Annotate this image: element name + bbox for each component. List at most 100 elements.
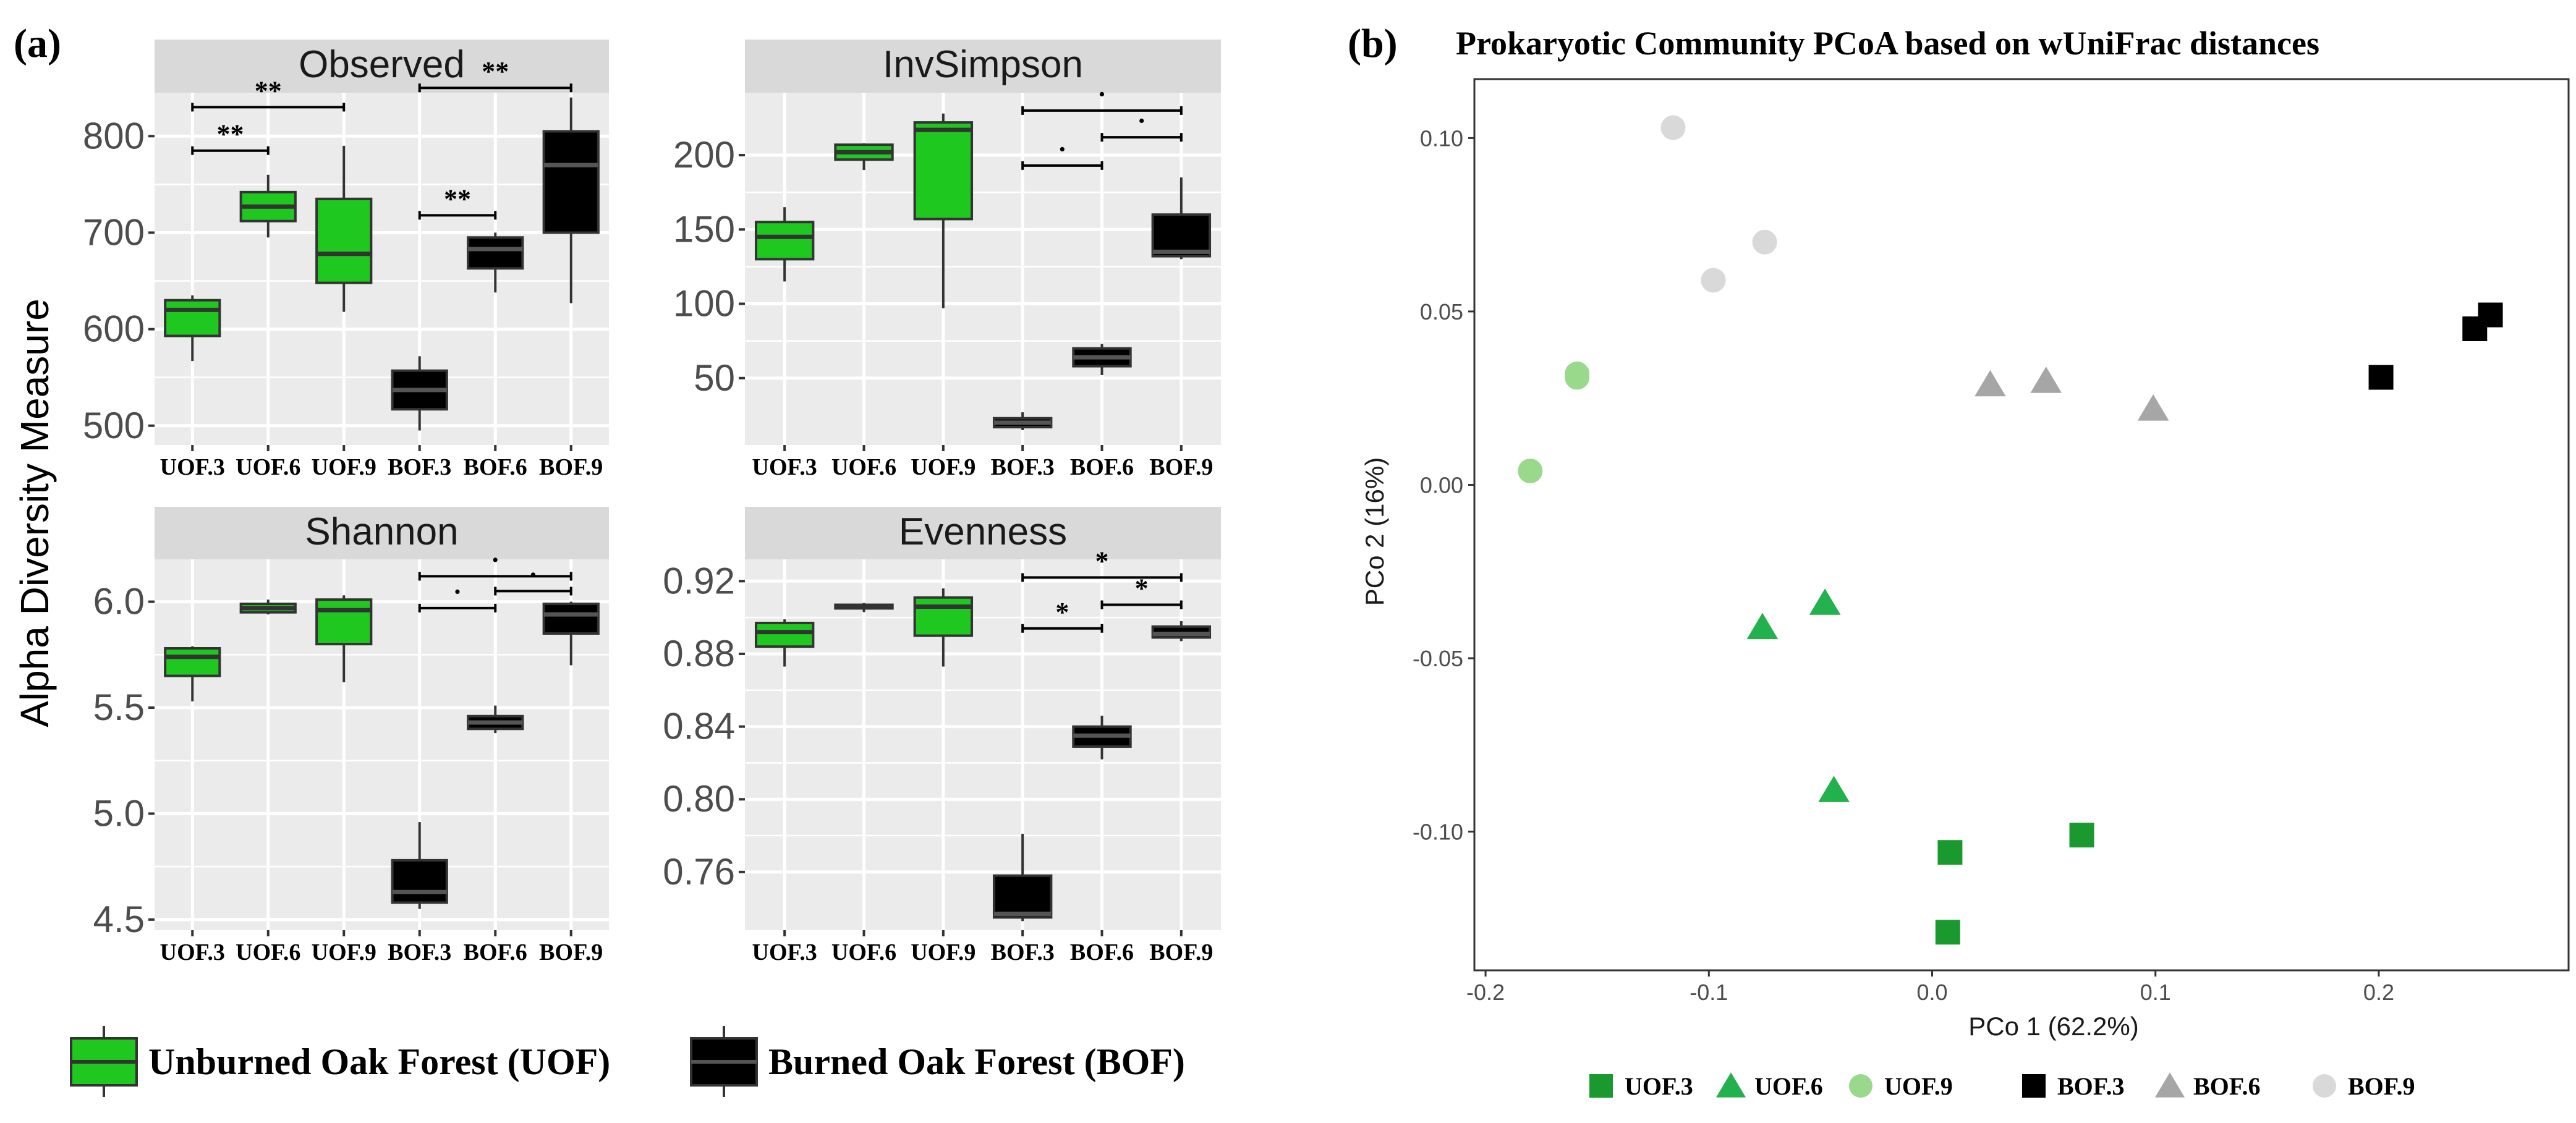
- point-uof.6: [1809, 588, 1841, 615]
- xtick-label: UOF.3: [160, 454, 225, 480]
- box-uof.9: [913, 588, 974, 667]
- box-iqr: [467, 236, 524, 270]
- sig-bracket: ·: [1021, 79, 1183, 115]
- box-uof.9: [315, 145, 373, 312]
- facet-title: Evenness: [899, 511, 1067, 553]
- facet-shannon: Shannon 4.5 5.0 5.5 6.0 · · · UOF.3 UOF.6 UOF.9 BOF…: [93, 507, 609, 965]
- point-bof.6: [2137, 394, 2169, 421]
- sig-bracket: *: [1021, 597, 1103, 633]
- panel-b-label: (b): [1348, 21, 1398, 66]
- box-iqr: [992, 874, 1053, 919]
- facet-evenness: Evenness 0.76 0.80 0.84 0.88 0.92 * * * UOF.3 UOF.…: [663, 507, 1221, 965]
- box-iqr: [315, 197, 373, 284]
- box-iqr: [542, 603, 600, 635]
- point-bof.9: [1660, 115, 1686, 140]
- panel-a-legend: Unburned Oak Forest (UOF) Burned Oak Fore…: [70, 1026, 1185, 1097]
- ytick-label: 6.0: [93, 581, 145, 622]
- pcoa-legend-label: UOF.6: [1754, 1072, 1823, 1100]
- facet-strip: [155, 507, 609, 559]
- facet-title: Shannon: [305, 511, 458, 553]
- sig-bracket: ·: [494, 559, 572, 596]
- sig-bracket: ·: [418, 545, 572, 581]
- pcoa-legend-label: BOF.3: [2057, 1072, 2125, 1100]
- box-iqr: [391, 858, 448, 904]
- sig-bracket: ·: [1100, 106, 1183, 142]
- ytick-label: 0.80: [663, 778, 735, 820]
- xtick-label: UOF.9: [312, 939, 376, 965]
- legend-entry-uof: Unburned Oak Forest (UOF): [70, 1026, 610, 1097]
- pcoa-legend-key: [2154, 1072, 2185, 1098]
- pcoa-legend-uof.6: UOF.6: [1715, 1072, 1823, 1100]
- pcoa-legend-key: [2022, 1074, 2046, 1098]
- panel-a-label: (a): [14, 21, 61, 66]
- box-uof.3: [164, 646, 221, 701]
- pcoa-legend-key: [1715, 1072, 1746, 1098]
- xtick-label: UOF.9: [911, 454, 976, 480]
- series-bof.6: [1975, 367, 2169, 421]
- pcoa-ytick-label: 0.05: [1420, 299, 1463, 324]
- xtick-label: UOF.6: [236, 454, 300, 480]
- box-uof.6: [834, 603, 894, 612]
- xtick-label: BOF.6: [1070, 454, 1134, 480]
- sig-bracket: **: [191, 75, 346, 112]
- series-bof.3: [2368, 302, 2503, 390]
- pcoa-plot: -0.2 -0.1 0.0 0.1 0.2 -0.10 -0.05 0.00 0.05 0.10: [1413, 78, 2570, 1005]
- pcoa-ytick-label: 0.00: [1420, 472, 1463, 498]
- box-iqr: [754, 221, 815, 261]
- box-bof.9: [542, 97, 600, 303]
- pcoa-xlabel: PCo 1 (62.2%): [1968, 1012, 2138, 1041]
- series-uof.9: [1518, 361, 1590, 484]
- sig-bracket: **: [418, 184, 497, 220]
- pcoa-frame: [1473, 78, 2570, 972]
- xtick-label: BOF.6: [464, 454, 527, 480]
- box-iqr: [913, 596, 974, 637]
- sig-bracket: *: [1100, 574, 1183, 609]
- pcoa-legend-key: [1589, 1074, 1613, 1098]
- sig-bracket: **: [191, 119, 270, 155]
- pcoa-ytick-label: -0.05: [1413, 646, 1463, 671]
- sig-label: *: [1055, 597, 1069, 627]
- facet-strip: [745, 507, 1221, 559]
- facet-panel: [745, 559, 1221, 930]
- box-iqr: [913, 121, 974, 221]
- ytick-label: 700: [83, 211, 145, 253]
- xtick-label: BOF.3: [388, 939, 451, 965]
- facet-strip: [155, 40, 609, 93]
- panel-a-ylabel: Alpha Diversity Measure: [12, 299, 57, 727]
- ytick-label: 50: [694, 357, 735, 399]
- point-uof.6: [1818, 776, 1850, 802]
- xtick-label: UOF.9: [312, 454, 376, 480]
- pcoa-legend: UOF.3 UOF.6 UOF.9 BOF.3 BOF.6 BOF.9: [1589, 1072, 2415, 1100]
- sig-bracket: ·: [418, 577, 497, 612]
- box-bof.3: [992, 834, 1053, 922]
- box-uof.9: [315, 595, 373, 682]
- sig-label: ·: [1137, 106, 1146, 136]
- series-uof.3: [1935, 823, 2094, 945]
- pcoa-xtick-label: 0.0: [1916, 980, 1947, 1005]
- sig-label: ·: [529, 559, 538, 590]
- pcoa-legend-bof.3: BOF.3: [2022, 1072, 2125, 1100]
- facet-invsimpson: InvSimpson 50 100 150 200 · · · UOF.3 UOF.6 UOF.9 B…: [673, 40, 1221, 480]
- sig-label: *: [1095, 546, 1109, 576]
- pcoa-legend-bof.6: BOF.6: [2154, 1072, 2261, 1100]
- ytick-label: 5.5: [93, 687, 145, 728]
- point-bof.9: [1752, 229, 1777, 255]
- point-uof.3: [2069, 823, 2094, 848]
- sig-label: ·: [1097, 79, 1107, 109]
- sig-label: ·: [453, 577, 462, 607]
- box-bof.9: [1151, 621, 1212, 642]
- facet-strip: [745, 40, 1221, 93]
- box-iqr: [1151, 213, 1212, 258]
- box-uof.3: [164, 295, 221, 362]
- point-uof.9: [1518, 459, 1543, 484]
- sig-label: **: [255, 75, 282, 106]
- ytick-label: 0.92: [663, 560, 735, 601]
- xtick-label: UOF.3: [160, 939, 225, 965]
- pcoa-ytick-label: 0.10: [1420, 125, 1463, 151]
- sig-label: ·: [491, 545, 500, 575]
- xtick-label: UOF.3: [752, 939, 817, 965]
- point-uof.3: [1937, 840, 1963, 865]
- box-uof.3: [754, 619, 815, 667]
- box-bof.9: [542, 601, 600, 666]
- pcoa-ytick-label: -0.10: [1413, 820, 1463, 845]
